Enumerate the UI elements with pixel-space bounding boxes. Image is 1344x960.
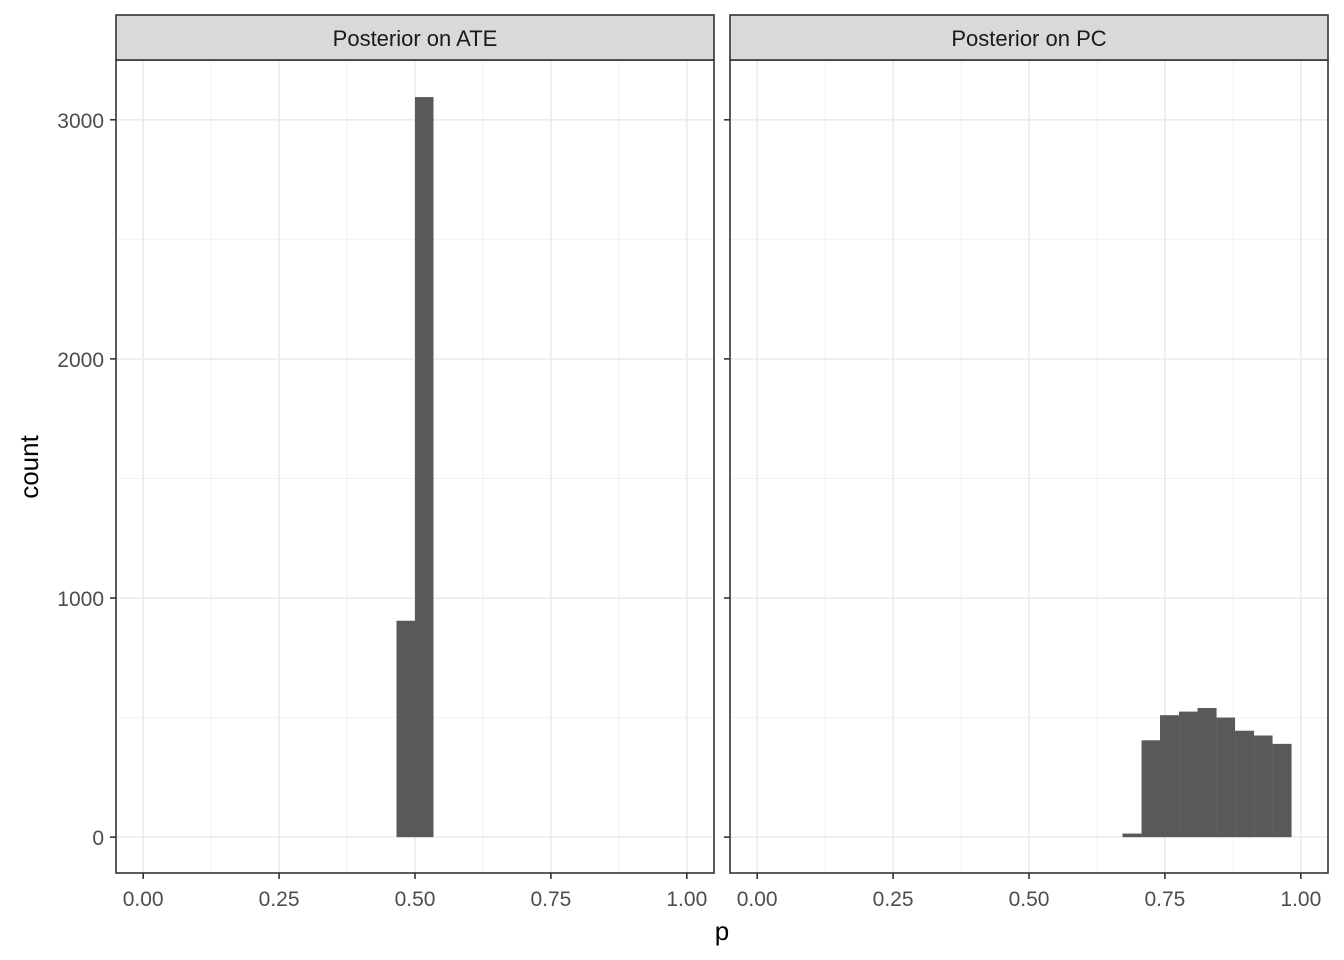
histogram-bar [1122, 833, 1142, 838]
facet-strip [729, 14, 1329, 61]
x-tick-label: 0.25 [259, 888, 300, 911]
y-tick-label: 1000 [57, 588, 104, 611]
y-tick-label: 2000 [57, 349, 104, 372]
histogram-bar [1160, 715, 1180, 838]
x-tick-label: 0.75 [1144, 888, 1185, 911]
y-tick-label: 0 [92, 827, 104, 850]
x-tick-label: 0.50 [395, 888, 436, 911]
histogram-bar [1272, 743, 1292, 838]
x-axis-title: p [715, 916, 729, 946]
facet-strip-label: Posterior on ATE [333, 26, 498, 51]
histogram-bar [1141, 740, 1161, 838]
histogram-bar [1179, 711, 1198, 838]
facet-strip-label: Posterior on PC [951, 26, 1106, 51]
histogram-bar [415, 97, 434, 838]
facet-strip [115, 14, 715, 61]
y-axis: 0 1000 2000 3000 [57, 110, 730, 850]
histogram-bar [1254, 735, 1273, 838]
x-axis-right-panel: 0.00 0.25 0.50 0.75 1.00 [737, 873, 1321, 911]
x-tick-label: 0.50 [1009, 888, 1050, 911]
y-tick-label: 3000 [57, 110, 104, 133]
x-tick-label: 0.75 [530, 888, 571, 911]
histogram-bar [396, 620, 415, 838]
x-axis-left-panel: 0.00 0.25 0.50 0.75 1.00 [123, 873, 707, 911]
panel-posterior-ate: Posterior on ATE [115, 14, 715, 874]
panel-posterior-pc: Posterior on PC [729, 14, 1329, 874]
x-tick-label: 1.00 [666, 888, 707, 911]
x-tick-label: 0.00 [737, 888, 778, 911]
x-tick-label: 0.00 [123, 888, 164, 911]
x-tick-label: 0.25 [873, 888, 914, 911]
y-axis-title: count [14, 434, 44, 498]
x-tick-label: 1.00 [1280, 888, 1321, 911]
histogram-bar [1216, 717, 1236, 838]
histogram-bar [1235, 730, 1255, 838]
histogram-bar [1197, 708, 1217, 838]
